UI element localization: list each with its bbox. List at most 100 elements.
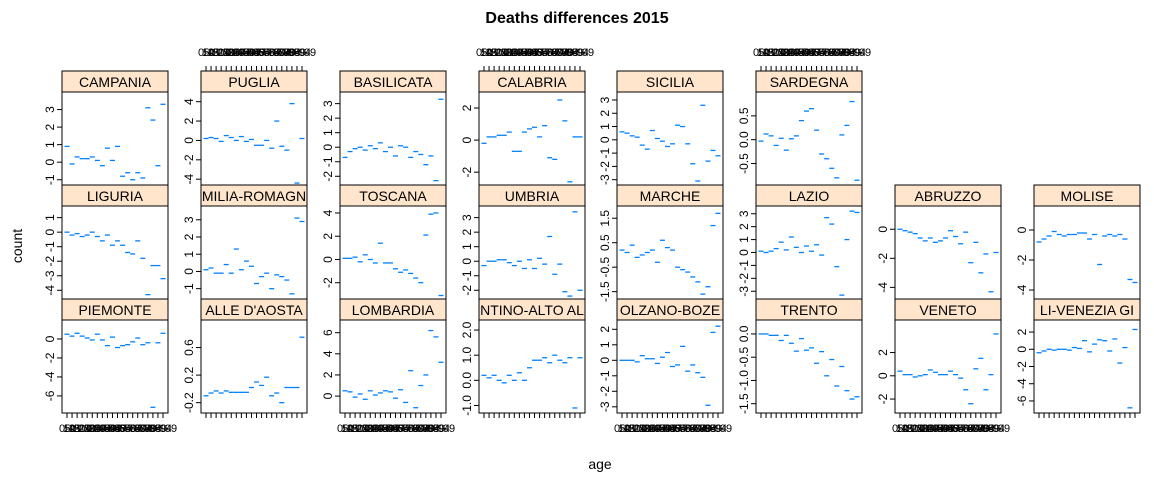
- y-tick-label: 1: [598, 341, 612, 348]
- x-tick-label: 10-14: [202, 47, 230, 59]
- y-tick-label: -3: [43, 270, 57, 281]
- x-tick-label: 45-49: [653, 423, 681, 435]
- y-tick-label: -1: [43, 241, 57, 252]
- y-tick-label: -2: [737, 273, 751, 284]
- x-tick-label: 30-34: [777, 47, 805, 59]
- x-tick-label: 10-14: [341, 423, 369, 435]
- x-tick-label: 40-44: [926, 423, 954, 435]
- panel-strip-label: MILIA-ROMAGN: [202, 188, 306, 204]
- y-tick-label: 1: [737, 236, 751, 243]
- y-tick-label: -4: [1015, 378, 1029, 389]
- panel-trento: TRENTO -1.5 -1.0 -0.5 0.0: [737, 298, 863, 418]
- x-tick-label: 15-19: [485, 47, 513, 59]
- y-tick-label: 6: [321, 329, 335, 336]
- x-tick-label: 60-64: [669, 423, 697, 435]
- y-tick-label: 3: [182, 216, 196, 223]
- y-tick-label: 1.5: [598, 210, 612, 227]
- x-tick-label: 45-49: [792, 47, 820, 59]
- x-tick-label: 70-74: [541, 47, 569, 59]
- y-tick-label: -0.5: [737, 347, 751, 368]
- x-tick-label: 70-74: [818, 47, 846, 59]
- panel-frame: [61, 91, 169, 186]
- x-tick-label: 25-29: [495, 47, 523, 59]
- y-tick-label: 0: [182, 137, 196, 144]
- panel-grid: CAMPANIA-10123PUGLIA-4-20240-45-910-1415…: [43, 47, 1141, 435]
- x-tick-label: 85-89: [833, 47, 861, 59]
- x-tick-label: 25-29: [356, 423, 384, 435]
- x-tick-label: 25-29: [217, 47, 245, 59]
- y-tick-label: -1.5: [737, 393, 751, 414]
- x-tick-label: 5-9: [897, 423, 913, 435]
- x-tick-label: 50-54: [520, 47, 548, 59]
- y-tick-label: -3: [598, 174, 612, 185]
- y-tick-label: 1: [321, 129, 335, 136]
- y-tick-label: 0.2: [182, 366, 196, 383]
- x-tick-label: 20-24: [767, 47, 795, 59]
- x-tick-label: 25-29: [78, 423, 106, 435]
- y-tick-label: 1: [182, 251, 196, 258]
- x-tick-label: 20-24: [212, 47, 240, 59]
- y-tick-label: 0: [876, 372, 890, 379]
- y-tick-label: -6: [43, 390, 57, 401]
- panel-frame: [755, 319, 863, 414]
- x-tick-label: 35-39: [505, 47, 533, 59]
- x-tick-label: 25-29: [772, 47, 800, 59]
- x-tick-label: 95-99: [704, 423, 732, 435]
- panel-friuli-venezia-giulia: LI-VENEZIA GI -6 -4 -2 0 2: [1015, 298, 1141, 418]
- y-tick-label: -4: [43, 371, 57, 382]
- panel-lombardia: LOMBARDIA 0 2 4 6 0-45-910-1415-1920-2425-293…: [321, 298, 455, 435]
- panel-piemonte: PIEMONTE -6 -4 -2 0 0-45-910-1415-1920-2425-2…: [43, 298, 177, 435]
- x-tick-label: 35-39: [921, 423, 949, 435]
- y-tick-label: 0: [460, 258, 474, 265]
- x-tick-label: 40-44: [93, 423, 121, 435]
- panel-campania: CAMPANIA -1 0 1 2 3: [43, 70, 169, 186]
- x-tick-label: 40-44: [648, 423, 676, 435]
- x-tick-label: 5-9: [481, 47, 497, 59]
- x-tick-label: 70-74: [124, 423, 152, 435]
- panel-strip-label: NTINO-ALTO AL: [480, 302, 584, 318]
- panel-emilia-romagna: MILIA-ROMAGN -1 0 1 2 3: [182, 184, 308, 300]
- panel-strip-label: TOSCANA: [359, 188, 427, 204]
- x-tick-label: 75-79: [684, 423, 712, 435]
- panel-frame: [894, 319, 1002, 414]
- panel-strip-label: UMBRIA: [505, 188, 560, 204]
- panel-frame: [339, 319, 447, 414]
- panel-frame: [755, 205, 863, 300]
- x-tick-label: 80-84: [967, 423, 995, 435]
- y-tick-label: -2: [1015, 254, 1029, 265]
- x-tick-label: 95-99: [566, 47, 594, 59]
- x-tick-label: 10-14: [480, 47, 508, 59]
- x-tick-label: 75-79: [546, 47, 574, 59]
- x-tick-label: 95-99: [427, 423, 455, 435]
- y-tick-label: 2: [182, 117, 196, 124]
- x-tick-label: 55-59: [387, 423, 415, 435]
- x-tick-label: 10-14: [63, 423, 91, 435]
- x-tick-label: 80-84: [828, 47, 856, 59]
- panel-strip-label: MOLISE: [1061, 188, 1114, 204]
- panel-frame: [616, 205, 724, 300]
- panel-frame: [894, 205, 1002, 300]
- panel-bolzano-bozen: OLZANO-BOZE -3 -2 -1 0 1 2 0-45-910-1415-1920-2…: [598, 298, 732, 435]
- y-tick-label: 2: [1015, 328, 1029, 335]
- x-tick-label: 95-99: [149, 423, 177, 435]
- panel-frame: [478, 319, 586, 414]
- x-tick-label: 0-4: [614, 423, 630, 435]
- x-tick-label: 80-84: [551, 47, 579, 59]
- x-tick-label: 5-9: [64, 423, 80, 435]
- x-tick-label: 5-9: [619, 423, 635, 435]
- x-tick-label: 20-24: [490, 47, 518, 59]
- y-tick-label: -1.5: [598, 281, 612, 302]
- y-tick-label: 0: [1015, 226, 1029, 233]
- x-tick-label: 75-79: [129, 423, 157, 435]
- y-tick-label: -1: [460, 270, 474, 281]
- x-tick-label: 60-64: [114, 423, 142, 435]
- x-tick-label: 25-29: [911, 423, 939, 435]
- panel-frame: [339, 91, 447, 186]
- x-tick-label: 90-94: [283, 47, 311, 59]
- x-tick-label: 90-94: [144, 423, 172, 435]
- x-tick-label: 85-89: [139, 423, 167, 435]
- x-tick-label: 50-54: [381, 423, 409, 435]
- panel-umbria: UMBRIA -2 -1 0 1 2 3: [460, 184, 586, 300]
- y-tick-label: -2: [1015, 361, 1029, 372]
- y-tick-label: -2: [182, 154, 196, 165]
